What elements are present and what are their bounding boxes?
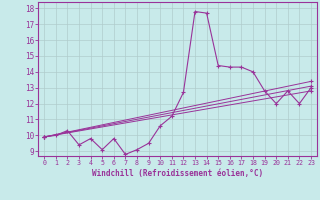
X-axis label: Windchill (Refroidissement éolien,°C): Windchill (Refroidissement éolien,°C) [92,169,263,178]
